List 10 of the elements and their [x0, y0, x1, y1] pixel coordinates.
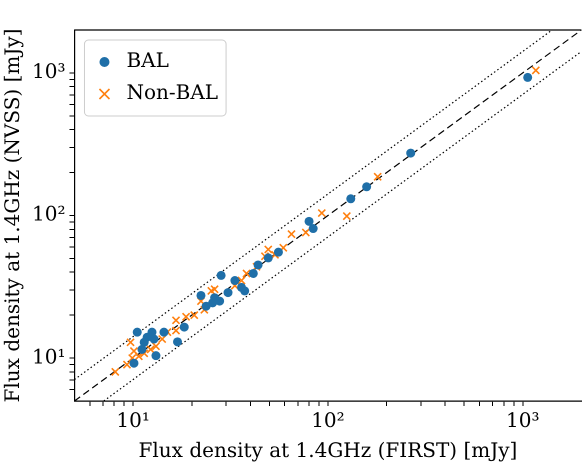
x-axis-title: Flux density at 1.4GHz (FIRST) [mJy] — [138, 438, 518, 462]
y-axis-title: Flux density at 1.4GHz (NVSS) [mJy] — [0, 28, 24, 402]
legend-label: BAL — [126, 48, 169, 72]
y-tick-label: 10³ — [32, 59, 66, 84]
y-tick-label: 10¹ — [32, 344, 66, 368]
x-tick-label: 10³ — [506, 408, 540, 432]
x-tick-label: 10¹ — [116, 408, 150, 432]
y-tick-label: 10² — [32, 202, 66, 226]
legend-label: Non-BAL — [126, 80, 218, 104]
x-tick-label: 10² — [311, 408, 345, 432]
